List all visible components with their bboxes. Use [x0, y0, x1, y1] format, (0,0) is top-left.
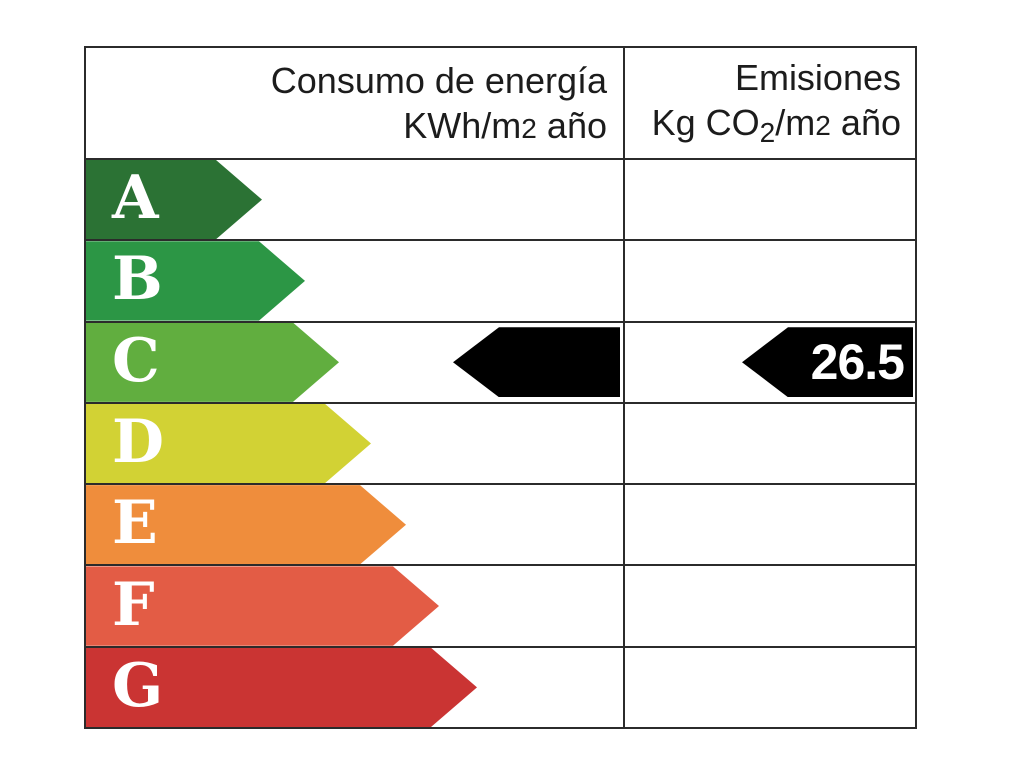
consumption-cell: A [86, 160, 625, 240]
rating-arrow: G [86, 648, 477, 727]
consumption-cell: G [86, 647, 625, 727]
rating-letter: D [112, 406, 165, 477]
rating-row-c: C 26.5 [86, 320, 915, 402]
emissions-title: Emisiones [734, 57, 901, 99]
rating-arrow: B [86, 241, 305, 320]
consumption-cell: C [86, 322, 625, 402]
rating-row-a: A [86, 158, 915, 240]
table-header: Consumo de energía KWh/m2 año Emisiones … [86, 48, 915, 158]
emissions-value: 26.5 [810, 334, 905, 391]
emissions-cell [625, 566, 915, 645]
consumption-title: Consumo de energía [270, 60, 607, 101]
consumption-column-header: Consumo de energía KWh/m2 año [86, 48, 625, 158]
rating-letter: A [112, 163, 159, 234]
emissions-cell [625, 485, 915, 564]
rating-arrow: C [86, 323, 339, 402]
consumption-cell: F [86, 566, 625, 646]
consumption-indicator-arrow [453, 327, 620, 398]
rating-row-f: F [86, 564, 915, 646]
emissions-cell [625, 241, 915, 320]
rating-row-d: D [86, 401, 915, 484]
emissions-cell [625, 648, 915, 727]
rating-letter: B [112, 244, 163, 315]
consumption-cell: D [86, 403, 625, 484]
emissions-column-header: Emisiones Kg CO2/m2 año [625, 48, 915, 158]
rating-letter: C [112, 325, 160, 396]
rating-arrow: F [86, 566, 439, 645]
rating-letter: E [112, 488, 158, 559]
consumption-unit: KWh/m2 año [403, 105, 607, 146]
rating-row-e: E [86, 483, 915, 565]
rating-arrow: E [86, 485, 406, 564]
consumption-cell: E [86, 485, 625, 565]
emissions-cell [625, 160, 915, 239]
rating-arrow: A [86, 160, 262, 239]
emissions-indicator-arrow: 26.5 [742, 327, 913, 398]
emissions-unit: Kg CO2/m2 año [651, 102, 901, 149]
rating-row-g: G [86, 645, 915, 727]
rating-arrow: D [86, 404, 371, 483]
rating-table: Consumo de energía KWh/m2 año Emisiones … [84, 46, 917, 729]
rating-row-b: B [86, 239, 915, 321]
emissions-cell: 26.5 [625, 323, 915, 402]
emissions-cell [625, 404, 915, 483]
consumption-cell: B [86, 241, 625, 321]
rating-letter: F [112, 569, 155, 640]
rating-letter: G [112, 650, 164, 721]
